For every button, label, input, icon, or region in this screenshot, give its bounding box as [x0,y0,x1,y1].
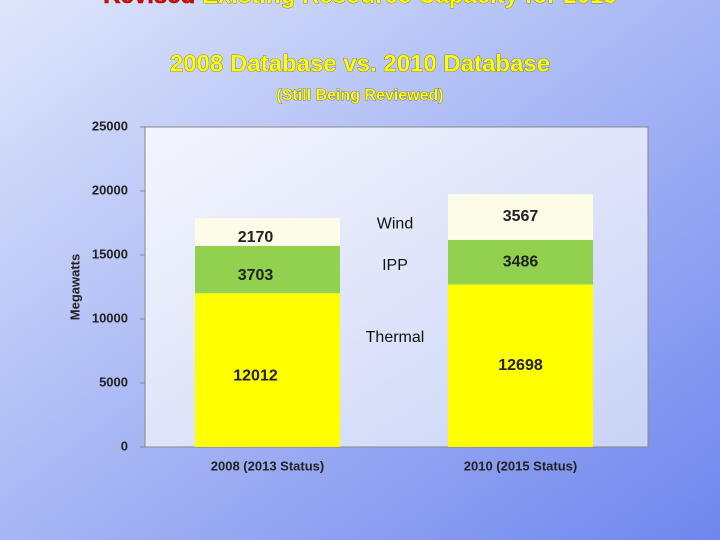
bar-segment [195,293,340,447]
series-label: Thermal [366,329,425,346]
bar-segment [448,284,593,447]
value-label: 3567 [503,208,539,225]
y-axis-label: Megawatts [67,254,82,320]
y-tick-label: 5000 [99,374,128,389]
x-tick-label: 2010 (2015 Status) [464,458,577,473]
value-label: 3703 [238,267,274,284]
title: Existing Resource Capacity for 2015 [202,0,617,9]
subtitle: 2008 Database vs. 2010 Database [170,50,550,77]
y-tick-label: 15000 [92,246,128,261]
note: (Still Being Reviewed) [276,87,443,104]
value-label: 3486 [503,253,539,270]
y-tick-label: 20000 [92,182,128,197]
value-label: 12698 [498,357,543,374]
bar-segment [195,245,340,294]
title-highlight: Revised [103,0,195,9]
x-tick-label: 2008 (2013 Status) [211,458,324,473]
y-tick-label: 25000 [92,118,128,133]
bar-segment [195,218,340,246]
y-tick-label: 0 [121,438,128,453]
series-label: Wind [377,216,413,233]
y-tick-label: 10000 [92,310,128,325]
series-label: IPP [382,257,408,274]
bar-segment [448,239,593,285]
bar-segment [448,194,593,240]
value-label: 2170 [238,229,274,246]
value-label: 12012 [233,367,278,384]
title-line: Revised Existing Resource Capacity for 2… [103,0,617,9]
